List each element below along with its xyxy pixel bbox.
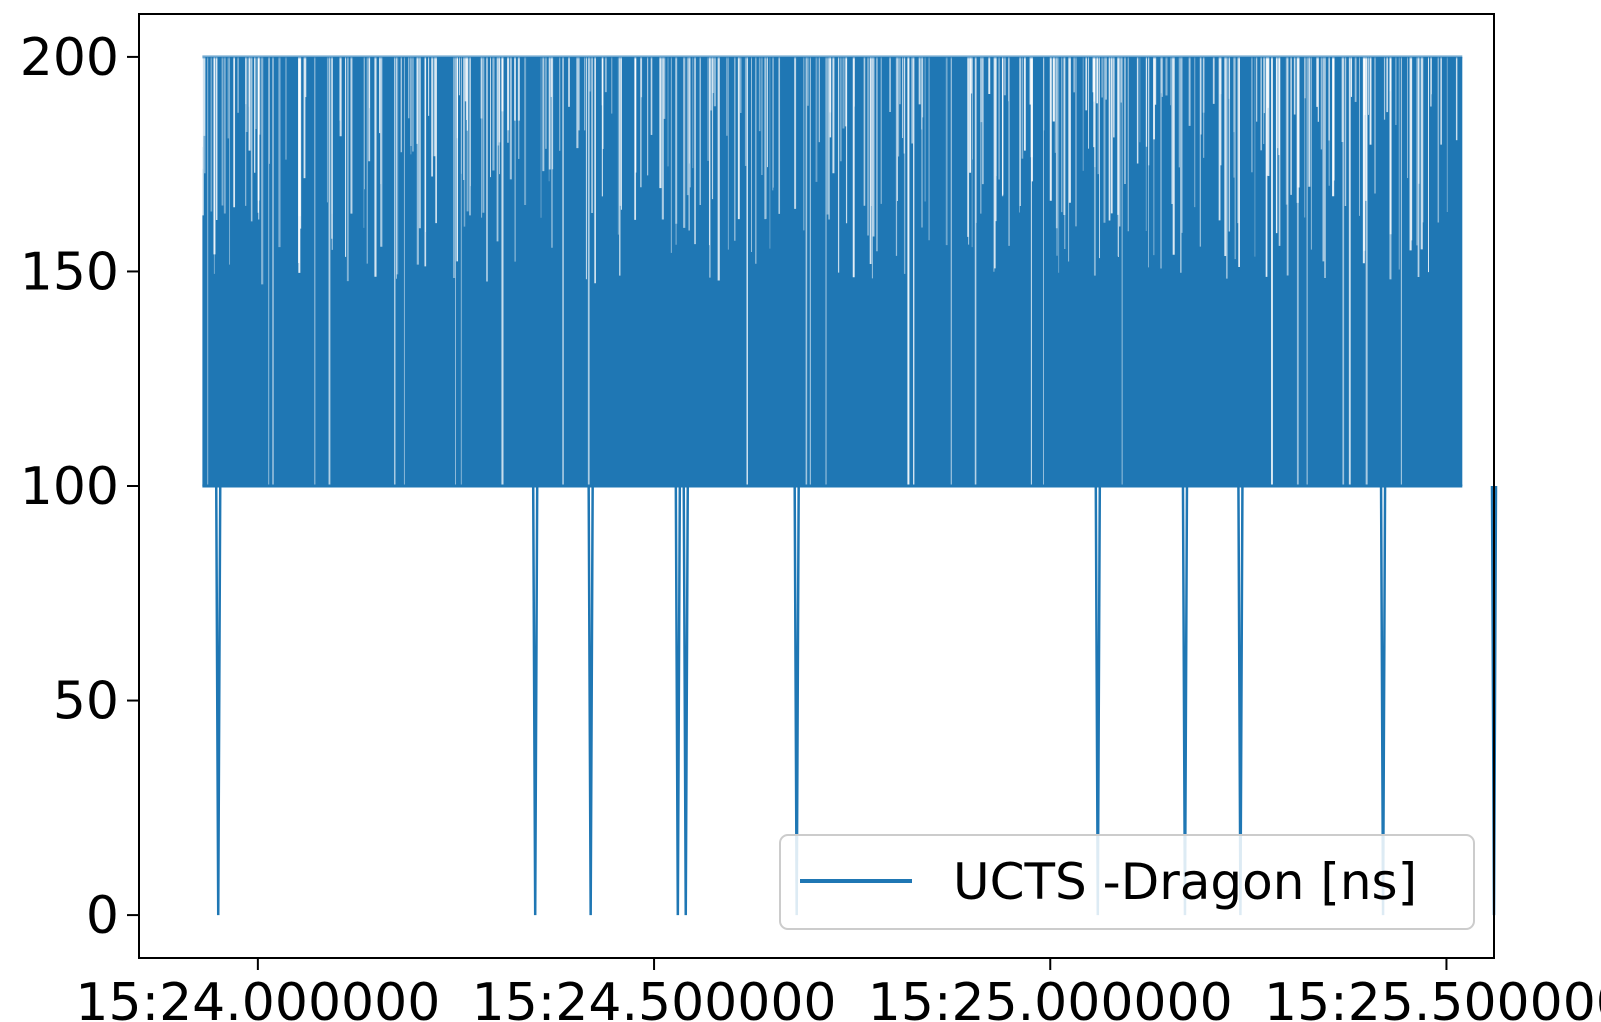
series-band [202, 56, 1463, 487]
y-tick-label: 0 [86, 886, 119, 946]
legend-box [779, 834, 1475, 930]
y-axis: 0 50 100 150 200 [20, 28, 139, 946]
y-tick-label: 50 [53, 672, 119, 732]
x-axis: 15:24.000000 15:24.500000 15:25.000000 15:2… [75, 958, 1601, 1022]
x-tick-label: 15:24.500000 [472, 973, 837, 1022]
y-tick-label: 200 [20, 28, 119, 88]
y-tick-label: 100 [20, 457, 119, 517]
x-tick-label: 15:24.000000 [75, 973, 440, 1022]
y-tick-label: 150 [20, 242, 119, 302]
series-band-texture [201, 56, 1458, 486]
x-tick-label: 15:25.000000 [868, 973, 1233, 1022]
legend-label: UCTS -Dragon [ns] [953, 853, 1417, 911]
series-layer [201, 55, 1498, 916]
legend: UCTS -Dragon [ns] [779, 834, 1475, 930]
x-tick-label: 15:25.500000 [1264, 973, 1601, 1022]
